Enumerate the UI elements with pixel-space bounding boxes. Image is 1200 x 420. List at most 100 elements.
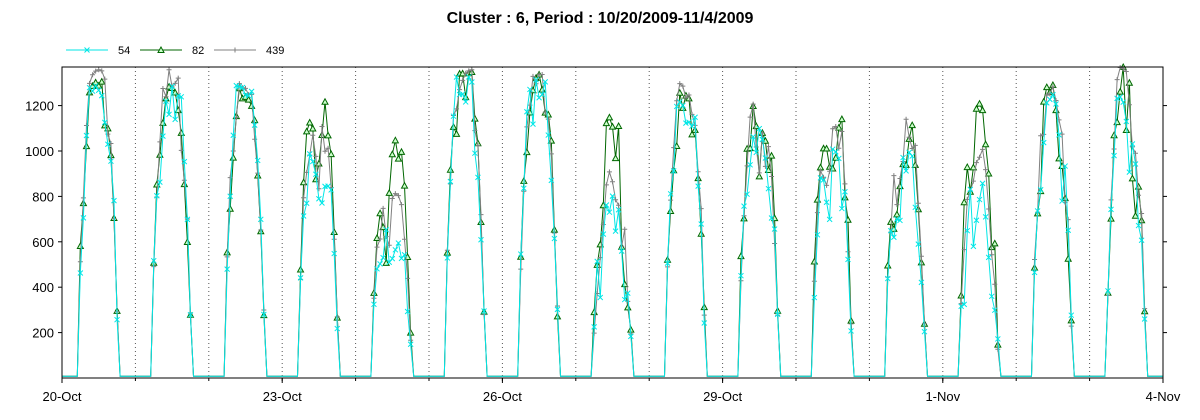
data-point [747,161,753,168]
data-point [187,311,194,318]
data-point [611,154,620,162]
data-point [817,175,824,181]
data-point [839,128,845,134]
data-point [903,116,909,122]
data-point [1138,237,1145,244]
data-point [255,170,261,176]
data-point [906,134,912,140]
data-point [618,248,625,254]
y-tick-label: 600 [32,235,54,250]
data-point [395,193,401,199]
data-point [108,158,114,165]
data-point [374,244,380,250]
data-point [306,151,313,157]
data-point [542,79,549,85]
data-point [1108,206,1114,213]
data-point [759,136,766,143]
data-point [247,101,256,109]
data-point [1105,287,1111,294]
data-point [452,129,461,137]
data-point [460,77,466,83]
data-point [1111,152,1117,159]
data-point [1123,118,1130,125]
data-point [1068,312,1075,319]
data-point [811,294,818,301]
data-point [765,144,771,150]
data-point [517,251,524,257]
data-point [245,92,252,99]
data-point [670,167,677,174]
data-point [548,177,555,184]
data-point [257,216,264,223]
data-point [603,182,609,188]
data-point [893,210,901,218]
legend-label: 82 [192,45,204,57]
data-point [404,308,411,315]
data-point [621,296,628,303]
data-point [84,47,90,53]
data-point [374,265,380,272]
legend-item-439: 439 [214,45,284,57]
data-point [539,72,545,78]
data-point [811,278,817,284]
data-point [183,237,192,245]
data-point [975,99,984,107]
data-point [977,154,982,160]
data-point [909,153,916,159]
data-point [884,275,891,282]
data-point [481,308,487,314]
data-point [322,148,328,154]
data-point [606,169,612,175]
data-point [978,106,987,114]
data-point [1122,125,1131,133]
data-point [102,76,108,82]
data-point [463,70,469,76]
data-point [248,88,255,95]
data-point [960,198,969,206]
data-point [389,195,395,201]
data-point [1031,269,1038,276]
data-point [105,141,111,148]
data-point [897,217,903,224]
data-point [1120,99,1127,106]
data-point [970,178,976,184]
data-point [603,202,610,208]
data-point [94,81,103,89]
data-point [980,146,986,152]
data-point [689,123,695,130]
data-point [297,275,304,281]
data-point [883,261,892,269]
data-point [964,196,970,202]
data-point [1034,208,1041,214]
data-point [454,106,460,112]
data-point [624,290,631,297]
data-point [533,76,539,83]
data-point [991,307,998,314]
data-point [1110,131,1118,139]
data-point [376,209,384,217]
data-point [111,197,117,204]
data-point [450,113,457,120]
data-point [738,272,744,279]
data-point [755,172,764,180]
data-point [527,86,533,93]
data-point [551,235,558,242]
data-point [1038,133,1044,139]
series-line-82 [62,66,1163,377]
data-point [667,190,674,197]
data-point [1053,101,1059,107]
data-point [891,234,897,241]
data-point [762,155,769,161]
data-point [184,216,191,223]
data-point [768,215,775,221]
data-point [160,133,166,139]
data-point [834,123,843,131]
data-point [686,92,692,98]
data-point [961,247,967,253]
x-tick-label: 4-Nov [1146,389,1181,404]
data-point [1139,210,1145,216]
data-point [900,154,906,161]
data-point [545,116,551,122]
data-point [750,133,757,140]
data-point [401,251,408,258]
